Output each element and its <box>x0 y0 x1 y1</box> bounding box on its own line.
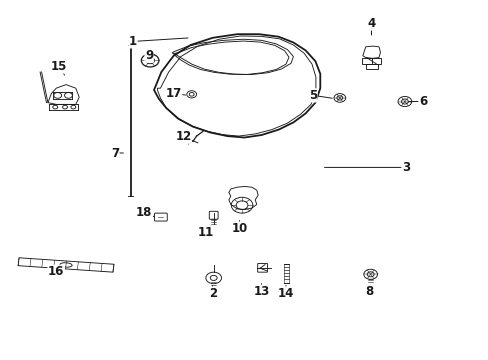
Text: 1: 1 <box>129 35 137 48</box>
Text: 8: 8 <box>365 285 372 298</box>
Text: 5: 5 <box>308 89 316 102</box>
Text: 9: 9 <box>145 49 153 62</box>
Text: 6: 6 <box>418 95 426 108</box>
Text: 7: 7 <box>111 147 119 159</box>
Text: 16: 16 <box>48 265 64 278</box>
Text: 10: 10 <box>231 222 247 235</box>
Text: 13: 13 <box>253 285 269 298</box>
Text: 18: 18 <box>136 206 152 219</box>
Text: 2: 2 <box>208 287 216 300</box>
Text: 14: 14 <box>277 287 294 300</box>
Text: 11: 11 <box>197 226 213 239</box>
Text: 17: 17 <box>165 87 182 100</box>
Text: 12: 12 <box>175 130 191 143</box>
Text: 3: 3 <box>401 161 409 174</box>
Text: 15: 15 <box>50 60 67 73</box>
Text: 4: 4 <box>367 17 375 30</box>
